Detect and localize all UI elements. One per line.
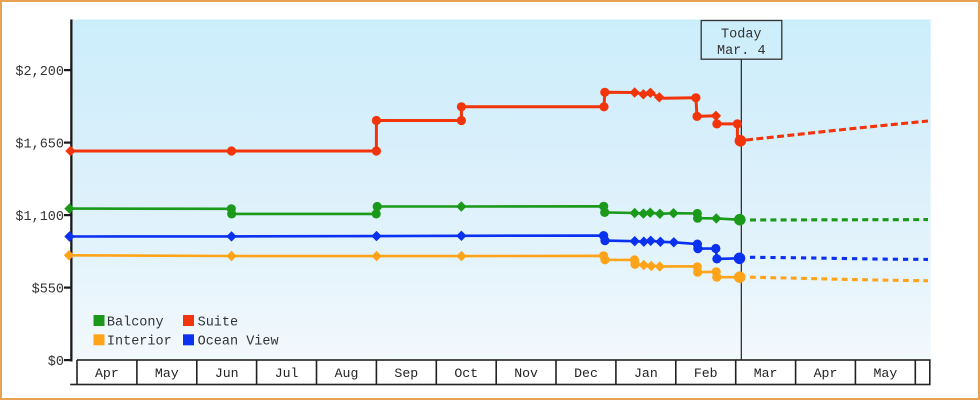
svg-text:Jun: Jun [215, 366, 239, 381]
svg-text:$2,200: $2,200 [15, 65, 64, 80]
svg-text:Apr: Apr [95, 366, 119, 381]
svg-text:Apr: Apr [814, 366, 838, 381]
svg-text:Nov: Nov [514, 366, 538, 381]
svg-text:Feb: Feb [694, 366, 718, 381]
svg-text:Dec: Dec [574, 366, 598, 381]
svg-text:May: May [874, 366, 898, 381]
svg-text:$1,650: $1,650 [15, 137, 64, 152]
svg-text:Suite: Suite [198, 315, 239, 330]
svg-text:Today: Today [721, 27, 762, 42]
svg-text:Aug: Aug [335, 366, 359, 381]
svg-text:$550: $550 [32, 282, 64, 297]
svg-text:Jan: Jan [634, 366, 658, 381]
svg-text:$0: $0 [48, 355, 64, 370]
svg-text:Mar: Mar [754, 366, 778, 381]
svg-text:Interior: Interior [107, 335, 172, 350]
svg-text:Jul: Jul [275, 366, 299, 381]
svg-text:Mar. 4: Mar. 4 [717, 44, 766, 59]
svg-text:Oct: Oct [454, 366, 478, 381]
svg-text:May: May [155, 366, 179, 381]
svg-text:$1,100: $1,100 [15, 210, 64, 225]
svg-text:Ocean View: Ocean View [198, 335, 279, 350]
svg-text:Balcony: Balcony [107, 315, 164, 330]
svg-text:Sep: Sep [394, 366, 418, 381]
